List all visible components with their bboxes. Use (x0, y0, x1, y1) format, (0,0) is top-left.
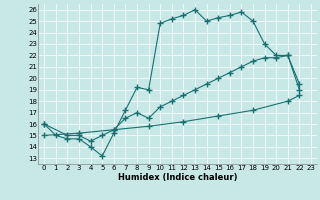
X-axis label: Humidex (Indice chaleur): Humidex (Indice chaleur) (118, 173, 237, 182)
